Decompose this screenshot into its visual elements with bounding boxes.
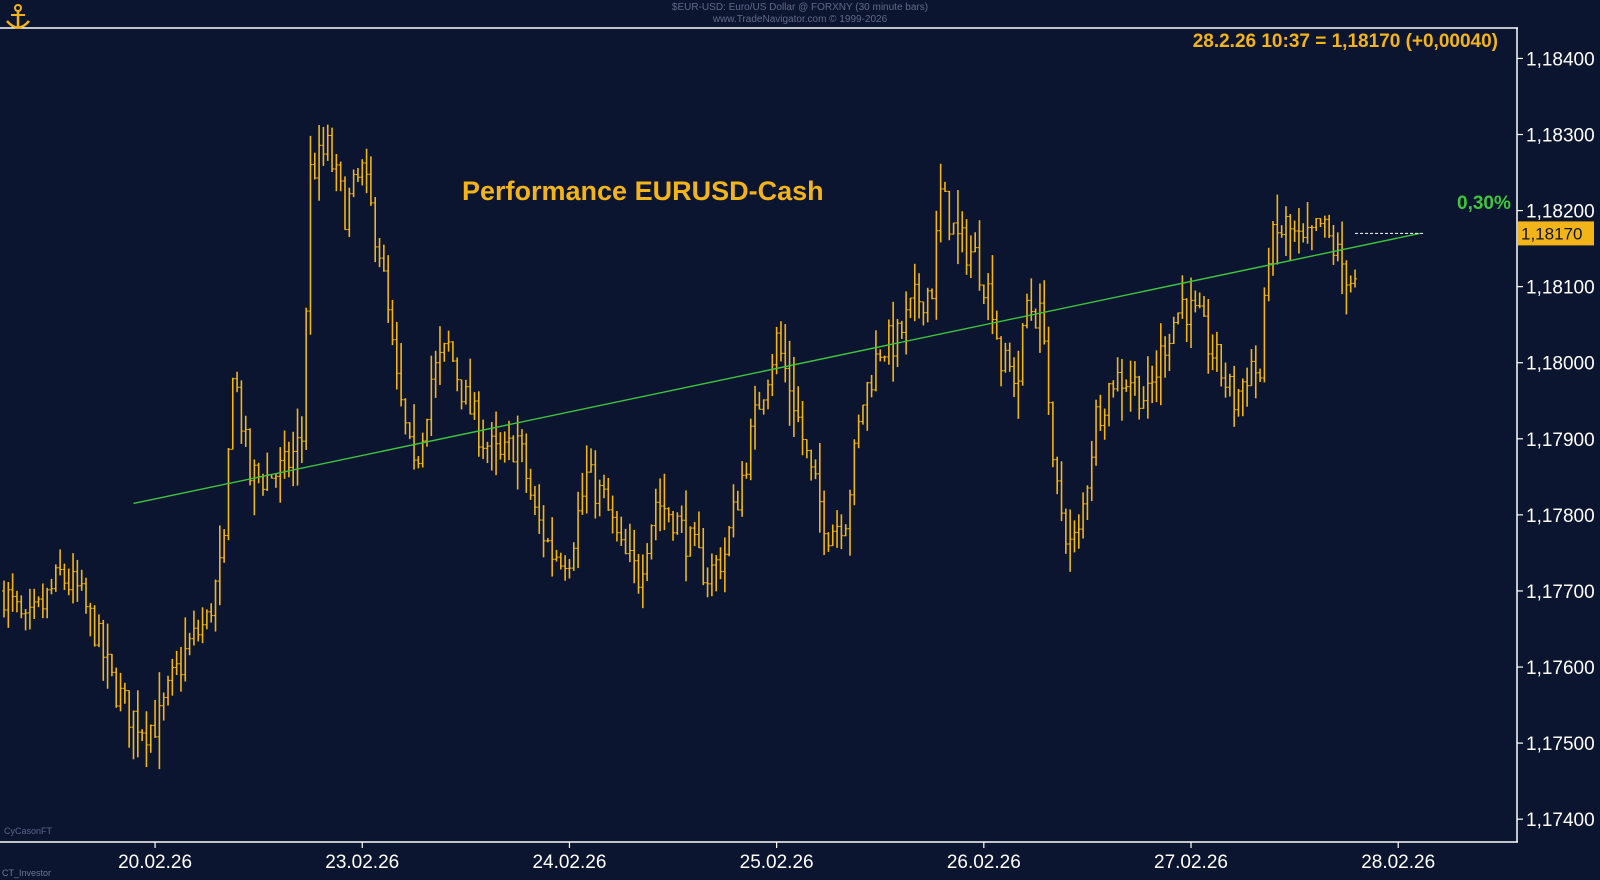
last-quote-readout: 28.2.26 10:37 = 1,18170 (+0,00040) — [1193, 31, 1498, 52]
y-tick-label: 1,18200 — [1526, 202, 1595, 223]
y-tick-label: 1,18400 — [1526, 49, 1595, 70]
y-tick-label: 1,18100 — [1526, 278, 1595, 299]
y-tick-label: 1,17400 — [1526, 810, 1595, 831]
last-price-label: 1,18170 — [1521, 224, 1582, 243]
x-tick-label: 27.02.26 — [1154, 852, 1228, 873]
trend-percent-label: 0,30% — [1457, 193, 1511, 214]
y-tick-label: 1,18300 — [1526, 126, 1595, 147]
x-tick-label: 25.02.26 — [740, 852, 814, 873]
y-tick-label: 1,17500 — [1526, 734, 1595, 755]
anchor-icon — [6, 4, 30, 29]
trend-line — [133, 232, 1420, 505]
chart-header-copyright: www.TradeNavigator.com © 1999-2026 — [712, 14, 888, 25]
y-tick-label: 1,17900 — [1526, 430, 1595, 451]
x-tick-label: 23.02.26 — [325, 852, 399, 873]
x-axis: 20.02.26 23.02.26 24.02.26 25.02.26 26.02.26… — [118, 842, 1435, 873]
chart-title: Performance EURUSD-Cash — [462, 176, 824, 206]
watermark-text: CyCasonFT — [4, 826, 53, 836]
y-tick-label: 1,17700 — [1526, 582, 1595, 603]
x-tick-label: 26.02.26 — [947, 852, 1021, 873]
ohlc-bars — [2, 124, 1358, 770]
last-price-marker — [1518, 221, 1594, 246]
x-tick-label: 20.02.26 — [118, 852, 192, 873]
x-tick-label: 28.02.26 — [1361, 852, 1435, 873]
y-axis: 1,17400 1,17500 1,17600 1,17700 1,17800 1,179… — [1517, 49, 1595, 831]
chart-header-symbol: $EUR-USD: Euro/US Dollar @ FORXNY (30 mi… — [671, 2, 929, 13]
x-tick-label: 24.02.26 — [532, 852, 606, 873]
y-tick-label: 1,18000 — [1526, 354, 1595, 375]
y-tick-label: 1,17800 — [1526, 506, 1595, 527]
footer-credit: CT_Investor — [2, 868, 52, 878]
y-tick-label: 1,17600 — [1526, 658, 1595, 679]
